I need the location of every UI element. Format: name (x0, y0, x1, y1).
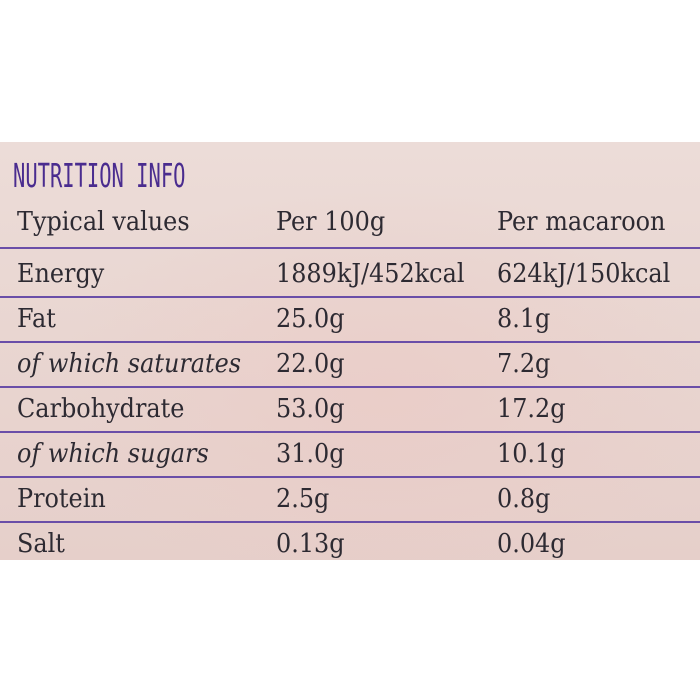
nutrition-label: NUTRITION INFO Typical values Per 100g P… (0, 142, 700, 560)
nutrient-per-100g: 22.0g (276, 349, 345, 379)
table-row-salt: Salt 0.13g 0.04g (0, 523, 700, 566)
nutrient-per-macaroon: 0.04g (497, 529, 566, 559)
nutrition-title: NUTRITION INFO (13, 156, 186, 195)
table-row-protein: Protein 2.5g 0.8g (0, 478, 700, 523)
nutrient-per-100g: 25.0g (276, 304, 345, 334)
header-typical-values: Typical values (17, 207, 190, 237)
nutrient-per-macaroon: 17.2g (497, 394, 566, 424)
header-per-100g: Per 100g (276, 207, 386, 237)
table-row-sugars: of which sugars 31.0g 10.1g (0, 433, 700, 478)
nutrient-per-macaroon: 10.1g (497, 439, 566, 469)
nutrient-per-100g: 2.5g (276, 484, 330, 514)
nutrition-table: Typical values Per 100g Per macaroon Ene… (0, 205, 700, 566)
nutrient-per-100g: 31.0g (276, 439, 345, 469)
nutrient-per-100g: 53.0g (276, 394, 345, 424)
nutrient-per-100g: 0.13g (276, 529, 345, 559)
nutrient-name: of which saturates (17, 349, 242, 379)
table-row-energy: Energy 1889kJ/452kcal 624kJ/150kcal (0, 253, 700, 298)
table-row-carbohydrate: Carbohydrate 53.0g 17.2g (0, 388, 700, 433)
nutrient-name: Salt (17, 529, 65, 559)
nutrient-per-macaroon: 7.2g (497, 349, 551, 379)
nutrient-name: Energy (17, 259, 105, 289)
nutrient-per-100g: 1889kJ/452kcal (276, 259, 465, 289)
nutrient-per-macaroon: 8.1g (497, 304, 551, 334)
nutrient-name: Protein (17, 484, 106, 514)
nutrient-name: Carbohydrate (17, 394, 185, 424)
nutrient-name: Fat (17, 304, 56, 334)
nutrient-per-macaroon: 624kJ/150kcal (497, 259, 671, 289)
table-row-saturates: of which saturates 22.0g 7.2g (0, 343, 700, 388)
table-row-fat: Fat 25.0g 8.1g (0, 298, 700, 343)
header-per-macaroon: Per macaroon (497, 207, 666, 237)
nutrient-name: of which sugars (17, 439, 209, 469)
nutrient-per-macaroon: 0.8g (497, 484, 551, 514)
table-header-row: Typical values Per 100g Per macaroon (0, 201, 700, 249)
